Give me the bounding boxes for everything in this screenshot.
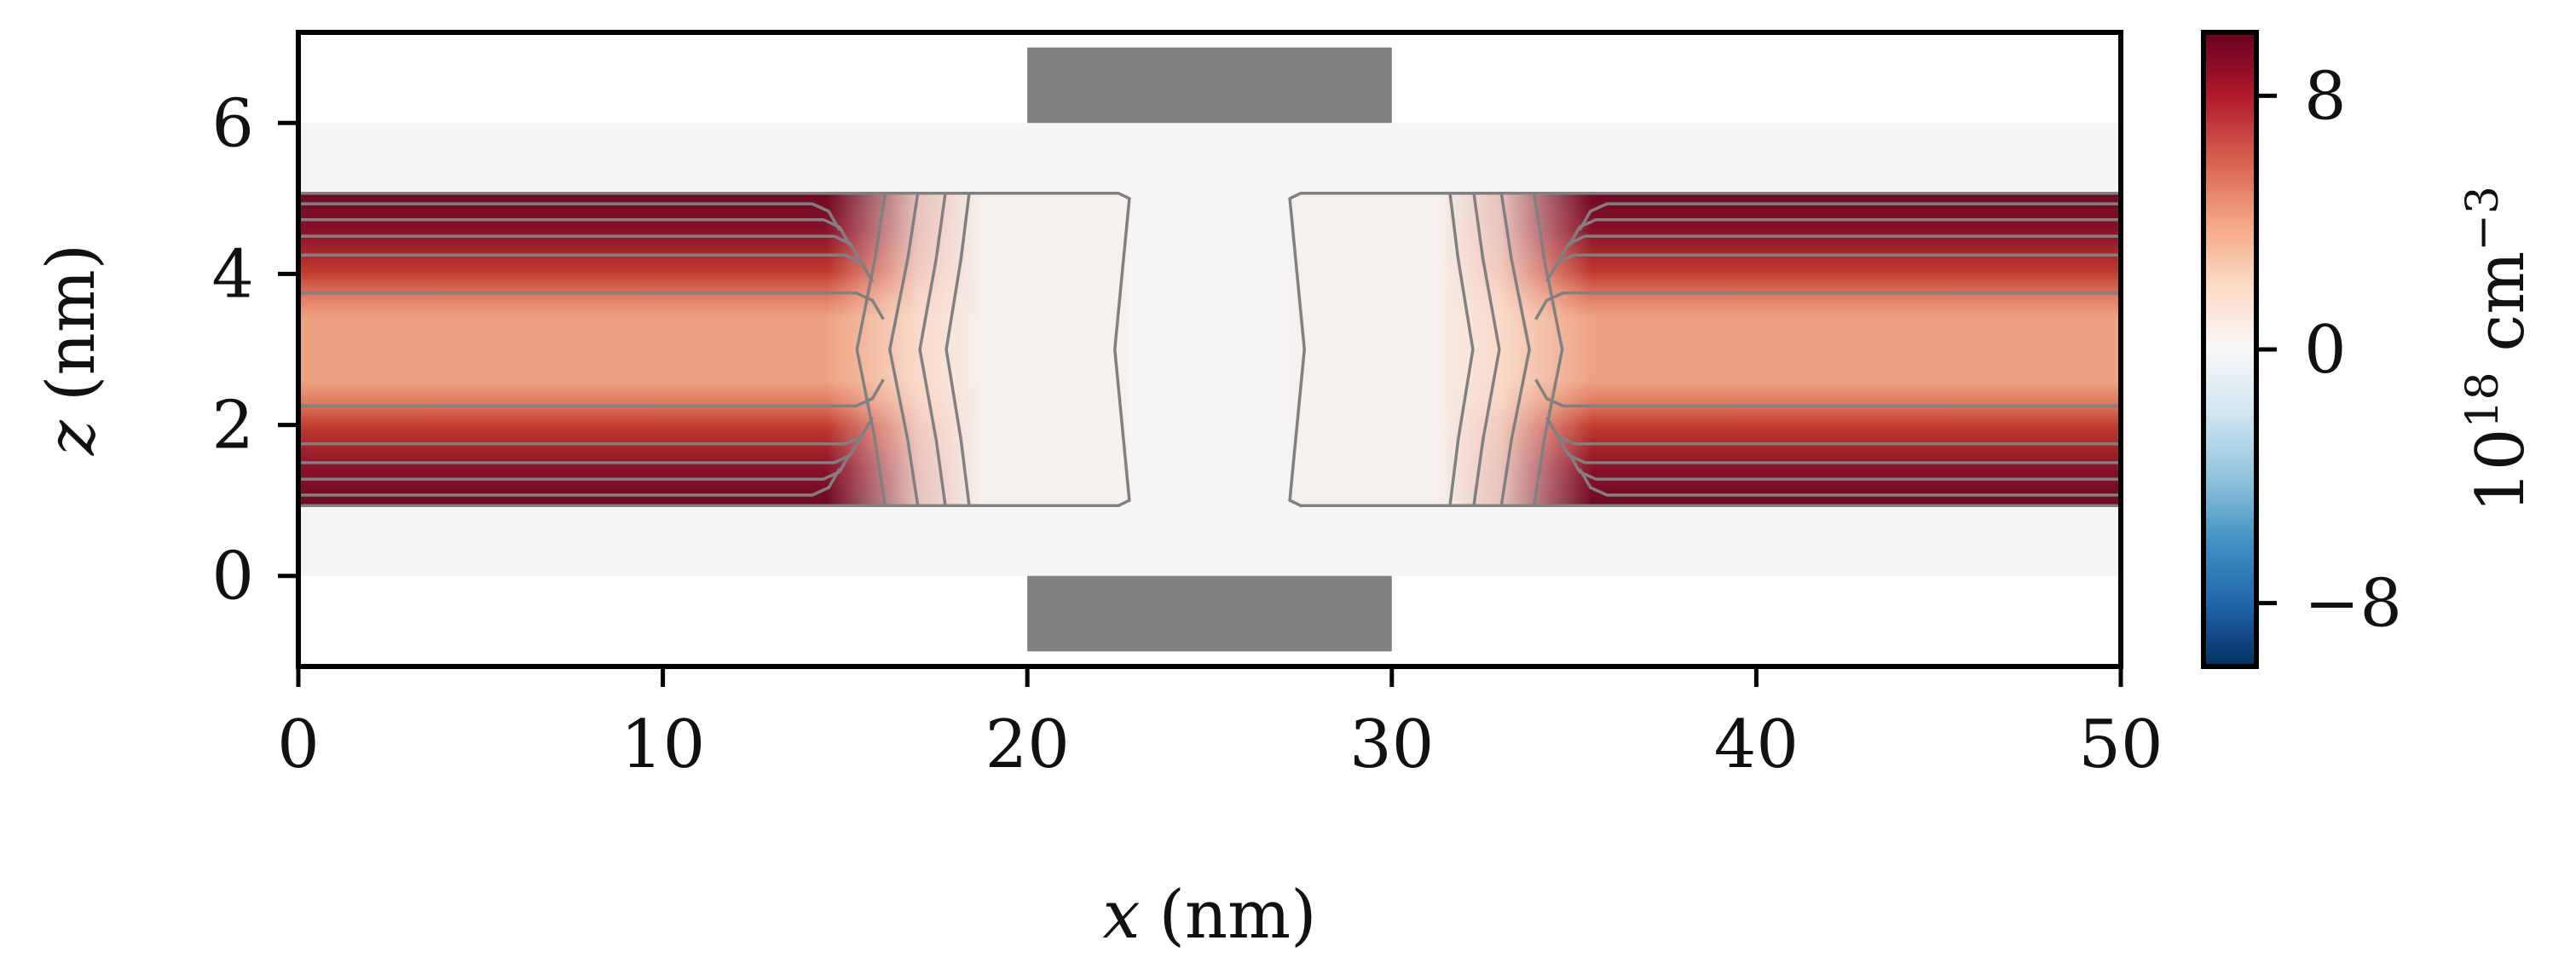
plot-area: [298, 47, 2121, 652]
contour-line: [1556, 436, 2121, 464]
contour-line: [298, 253, 875, 283]
colorbar-gradient: [2201, 30, 2259, 669]
x-tick-label: 50: [2078, 707, 2163, 783]
contour-line: [298, 436, 863, 464]
contour-line: [298, 217, 852, 247]
y-axis: 0 2 4 6: [211, 85, 298, 615]
contour-line: [1545, 253, 2121, 283]
y-tick-label: 0: [211, 539, 254, 615]
y-axis-label: z(nm): [33, 244, 110, 456]
y-tick-label: 2: [211, 388, 254, 464]
contour-line: [1567, 452, 2121, 482]
channel-depleted-left: [979, 193, 1129, 506]
colorbar-tick-label: 0: [2304, 312, 2347, 389]
contour-line: [888, 193, 920, 506]
contour-line: [855, 193, 887, 506]
x-tick-label: 40: [1714, 707, 1799, 783]
channel-region-left: [298, 193, 1129, 506]
contour-line: [1499, 193, 1531, 506]
contour-boundary-right: [1288, 191, 2121, 508]
channel-transition-right: [1439, 193, 1592, 506]
x-tick-label: 0: [277, 707, 320, 783]
contour-line: [1534, 378, 2121, 408]
contour-line: [298, 378, 885, 408]
channel-region-right: [1290, 193, 2121, 506]
contour-line: [298, 234, 863, 263]
contour-line: [1567, 217, 2121, 247]
contour-line: [1578, 202, 2121, 231]
contour-line: [298, 468, 841, 497]
x-axis: 0 10 20 30 40 50: [277, 666, 2163, 783]
contour-line: [298, 202, 841, 231]
x-tick-label: 30: [1349, 707, 1434, 783]
colorbar-tick-label: −8: [2304, 566, 2402, 643]
contour-line: [918, 193, 947, 506]
contour-line: [298, 452, 852, 482]
channel-transition-left: [827, 193, 980, 506]
contour-line: [1534, 291, 2121, 320]
colorbar-tick-label: 8: [2304, 58, 2347, 135]
contour-boundary-left: [298, 191, 1131, 508]
contour-line: [1448, 193, 1475, 506]
contour-line: [1545, 416, 2121, 446]
contour-line: [298, 291, 885, 320]
y-tick-label: 6: [211, 85, 254, 162]
contour-line: [1578, 468, 2121, 497]
plot-frame: [296, 30, 2123, 669]
contour-line: [1556, 234, 2121, 263]
gate-top: [1027, 47, 1392, 124]
channel-depleted-right: [1290, 193, 1440, 506]
y-tick-label: 4: [211, 236, 254, 313]
x-tick-label: 10: [621, 707, 705, 783]
colorbar: −8 0 8 1018cm−3: [2201, 30, 2539, 669]
contour-line: [1472, 193, 1501, 506]
contour-lines: [298, 191, 2121, 508]
x-axis-label: x (nm): [1102, 877, 1316, 954]
x-tick-label: 20: [985, 707, 1070, 783]
colorbar-ticks: −8 0 8: [2256, 58, 2402, 643]
contour-line: [1533, 193, 1564, 506]
contour-line: [298, 416, 875, 446]
colorbar-label: 1018cm−3: [2458, 186, 2539, 513]
contour-line: [944, 193, 971, 506]
gate-bottom: [1027, 575, 1392, 652]
